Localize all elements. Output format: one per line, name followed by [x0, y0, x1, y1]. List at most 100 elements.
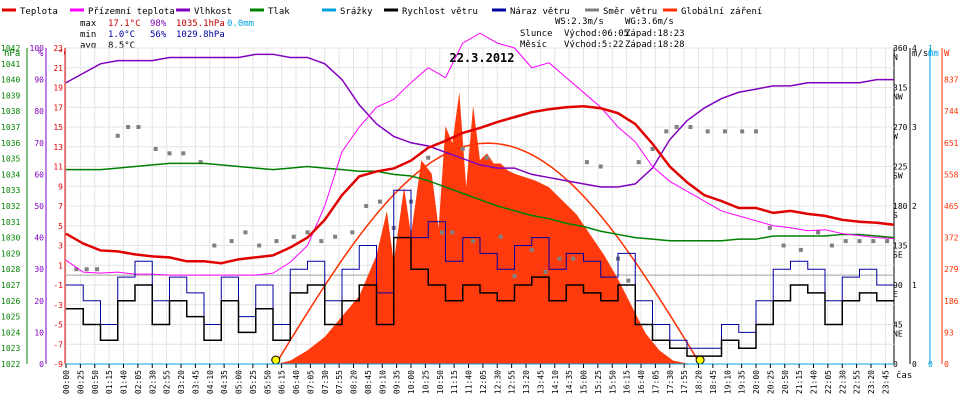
axis-ms-title: m/s — [912, 49, 928, 59]
temp-tick-5: 13 — [53, 143, 63, 152]
dir-name-4: S — [893, 211, 898, 220]
x-tick-29: 12:05 — [479, 370, 488, 394]
sunrise-marker — [271, 355, 281, 365]
wind-direction-point-34 — [557, 256, 562, 261]
legend-label-6: Náraz větru — [510, 7, 570, 17]
mm-tick-1: 0 — [928, 360, 933, 369]
wind-direction-point-45 — [705, 129, 710, 134]
wind-direction-point-27 — [460, 146, 465, 151]
wind-direction-point-35 — [571, 256, 576, 261]
legend-label-0: Teplota — [20, 7, 58, 17]
wind-direction-point-28 — [471, 239, 476, 244]
wind-direction-point-16 — [305, 230, 310, 235]
stat-ws: WS:2.3m/s — [555, 17, 604, 27]
wind-direction-point-37 — [598, 164, 603, 169]
stat-avg-temp: 8.5°C — [108, 41, 135, 51]
x-tick-13: 05:25 — [249, 370, 258, 394]
w-tick-2: 651 — [944, 139, 959, 148]
dir-name-7: NE — [893, 330, 903, 339]
hpa-tick-2: 1040 — [1, 76, 20, 85]
x-tick-24: 10:00 — [407, 370, 416, 394]
hum-tick-2: 80 — [34, 107, 44, 116]
hpa-tick-7: 1035 — [1, 155, 20, 164]
wind-direction-point-54 — [843, 239, 848, 244]
sunset-marker — [695, 355, 705, 365]
stat-moon-label: Měsíc — [520, 40, 547, 50]
x-tick-27: 11:15 — [450, 370, 459, 394]
w-tick-3: 558 — [944, 170, 959, 179]
x-tick-2: 00:50 — [91, 370, 100, 394]
temp-tick-13: -3 — [53, 301, 63, 310]
x-tick-10: 04:10 — [206, 370, 215, 394]
stat-wg: WG:3.6m/s — [625, 17, 674, 27]
hpa-tick-5: 1037 — [1, 123, 20, 132]
stat-max-hum: 98% — [150, 19, 167, 29]
temp-tick-2: 19 — [53, 84, 63, 93]
stat-moon-set: Západ:18:28 — [625, 40, 685, 50]
wind-direction-point-51 — [798, 247, 803, 252]
x-tick-15: 06:15 — [278, 370, 287, 394]
axis-w-title: W — [944, 49, 950, 59]
wind-direction-point-24 — [426, 155, 431, 160]
wind-direction-point-21 — [377, 199, 382, 204]
dir-tick-7: 45 — [893, 321, 903, 330]
temperature-line — [65, 105, 895, 265]
temp-tick-16: -9 — [53, 360, 63, 369]
x-tick-42: 17:30 — [666, 370, 675, 394]
x-tick-25: 10:25 — [421, 370, 430, 394]
dir-tick-1: 315 — [893, 84, 908, 93]
legend-label-3: Tlak — [268, 7, 290, 17]
wind-direction-point-43 — [674, 125, 679, 129]
ms-tick-0: 4 — [912, 44, 917, 53]
hum-tick-0: 100 — [30, 44, 45, 53]
wind-gust-line — [66, 189, 894, 349]
dir-tick-8: 0 — [893, 360, 898, 369]
dir-name-6: E — [893, 290, 898, 299]
wind-direction-point-9 — [198, 160, 203, 165]
wind-direction-point-5 — [136, 125, 141, 129]
x-tick-11: 04:35 — [220, 370, 229, 394]
w-tick-6: 279 — [944, 265, 959, 274]
x-tick-32: 13:20 — [522, 370, 531, 394]
temp-tick-11: 1 — [58, 261, 63, 270]
wind-direction-point-1 — [84, 267, 89, 272]
axis-hum-title: % — [38, 49, 44, 59]
hum-tick-3: 70 — [34, 139, 44, 148]
stat-max-temp: 17.1°C — [108, 19, 141, 29]
stat-min-label: min — [80, 30, 96, 40]
x-tick-40: 16:40 — [637, 370, 646, 394]
legend-label-5: Rychlost větru — [402, 7, 478, 17]
wind-direction-point-0 — [74, 267, 79, 272]
stats-block: max 17.1°C 98% 1035.1hPa 0.0mm min 1.0°C 56% 102… — [80, 17, 685, 51]
x-tick-50: 20:50 — [781, 370, 790, 394]
x-tick-33: 13:45 — [536, 370, 545, 394]
temp-tick-4: 15 — [53, 123, 63, 132]
x-tick-4: 01:40 — [120, 370, 129, 394]
dir-tick-2: 270 — [893, 123, 908, 132]
w-tick-7: 186 — [944, 297, 959, 306]
temp-tick-9: 5 — [58, 222, 63, 231]
x-tick-48: 20:00 — [752, 370, 761, 394]
x-tick-5: 02:05 — [134, 370, 143, 394]
x-tick-55: 22:55 — [853, 370, 862, 394]
wind-direction-point-40 — [636, 160, 641, 165]
x-tick-35: 14:35 — [565, 370, 574, 394]
wind-direction-point-47 — [740, 129, 745, 134]
wind-direction-point-26 — [450, 230, 455, 235]
temp-tick-7: 9 — [58, 182, 63, 191]
x-tick-26: 10:50 — [436, 370, 445, 394]
wind-direction-point-33 — [543, 269, 548, 274]
x-tick-18: 07:30 — [321, 370, 330, 394]
wind-direction-point-41 — [650, 146, 655, 151]
hpa-tick-3: 1039 — [1, 91, 20, 100]
legend-label-8: Globální záření — [681, 7, 762, 17]
stat-min-press: 1029.8hPa — [176, 30, 225, 40]
hum-tick-5: 50 — [34, 202, 44, 211]
dir-name-2: W — [893, 132, 898, 141]
temp-tick-8: 7 — [58, 202, 63, 211]
hpa-tick-14: 1028 — [1, 265, 20, 274]
pressure-line — [66, 162, 895, 242]
x-tick-45: 18:45 — [709, 370, 718, 394]
